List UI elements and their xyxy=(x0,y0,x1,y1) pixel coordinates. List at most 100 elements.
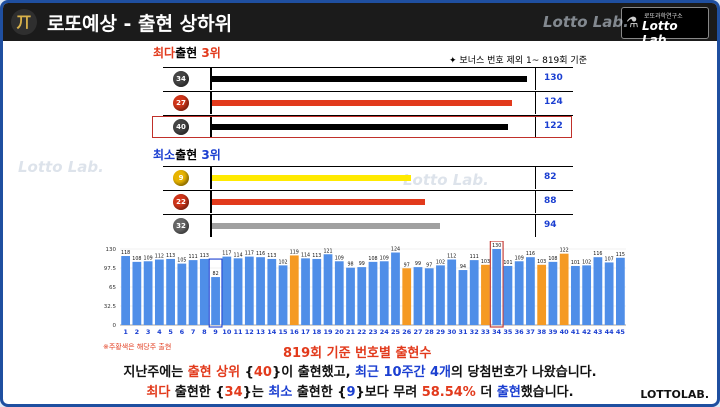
bar-19 xyxy=(323,254,333,325)
brand-subtitle: 로또과학연구소 xyxy=(644,13,683,20)
rank-row: 40 122 xyxy=(163,116,573,138)
x-tick-label: 20 xyxy=(335,328,345,336)
x-tick-label: 38 xyxy=(537,328,547,336)
x-tick-label: 1 xyxy=(123,328,128,336)
data-label: 119 xyxy=(290,249,299,255)
watermark: Lotto Lab. xyxy=(403,171,489,189)
data-label: 117 xyxy=(222,251,231,257)
x-tick-label: 29 xyxy=(436,328,446,336)
data-label: 111 xyxy=(189,254,198,260)
basis-note: ✦ 보너스 번호 제외 1~ 819회 기준 xyxy=(449,53,587,66)
x-tick-label: 41 xyxy=(571,328,581,336)
rank-bar xyxy=(212,199,426,205)
bar-7 xyxy=(188,260,198,325)
lotto-ball-icon: 27 xyxy=(173,95,189,111)
title-word-most: 최다 xyxy=(153,46,176,60)
data-label: 112 xyxy=(155,254,164,260)
x-tick-label: 18 xyxy=(312,328,322,336)
data-label: 116 xyxy=(593,251,602,257)
bar-37 xyxy=(526,257,535,325)
message-segment: }보다 무려 xyxy=(355,385,422,400)
x-tick-label: 16 xyxy=(290,328,300,336)
x-tick-label: 11 xyxy=(234,328,244,336)
x-tick-label: 12 xyxy=(245,328,254,336)
data-label: 102 xyxy=(278,259,287,265)
x-tick-label: 25 xyxy=(391,328,401,336)
data-label: 109 xyxy=(380,255,389,261)
bar-14 xyxy=(267,258,277,325)
data-label: 130 xyxy=(492,243,501,249)
page-title: 로또예상 - 출현 상하위 xyxy=(47,13,233,35)
data-label: 109 xyxy=(515,255,524,261)
bar-9 xyxy=(211,277,220,325)
x-tick-label: 45 xyxy=(616,328,626,336)
message-line-2: 최다 출현한 {34}는 최소 출현한 {9}보다 무려 58.54% 더 출현… xyxy=(3,381,717,400)
rank-bar xyxy=(212,100,513,106)
x-tick-label: 4 xyxy=(157,328,162,336)
bar-2 xyxy=(132,261,142,325)
data-label: 114 xyxy=(301,252,310,258)
bar-12 xyxy=(244,256,254,325)
bar-3 xyxy=(143,261,153,325)
data-label: 102 xyxy=(436,259,445,265)
lotto-ball-icon: 22 xyxy=(173,194,189,210)
bar-15 xyxy=(278,265,288,325)
data-label: 115 xyxy=(616,252,625,258)
message-segment: }는 xyxy=(242,385,269,400)
data-label: 103 xyxy=(537,259,546,265)
message-segment: 58.54% xyxy=(421,385,476,400)
x-tick-label: 30 xyxy=(447,328,457,336)
data-label: 122 xyxy=(560,248,569,254)
rank-axis xyxy=(210,92,212,114)
message-segment: { xyxy=(244,365,254,380)
message-segment: 출현한 { xyxy=(170,385,225,400)
bar-26 xyxy=(402,268,412,325)
bar-18 xyxy=(312,258,322,325)
data-label: 113 xyxy=(166,253,175,259)
watermark: Lotto Lab. xyxy=(543,13,629,31)
x-tick-label: 33 xyxy=(481,328,490,336)
message-segment: 더 xyxy=(475,385,497,400)
data-label: 118 xyxy=(121,250,130,256)
x-tick-label: 32 xyxy=(470,328,479,336)
message-segment: 40 xyxy=(253,365,272,380)
x-tick-label: 8 xyxy=(202,328,207,336)
message-segment: 출현 상위 xyxy=(187,365,245,380)
x-tick-label: 10 xyxy=(222,328,232,336)
rank-axis xyxy=(210,167,212,189)
chart-title: 819회 기준 번호별 출현수 xyxy=(283,346,432,361)
title-word-rank: 3위 xyxy=(201,46,221,60)
bar-29 xyxy=(436,265,445,325)
bar-11 xyxy=(233,258,243,325)
x-tick-label: 6 xyxy=(180,328,185,336)
highlight-box xyxy=(208,258,223,328)
footer-brand: LOTTOLAB. xyxy=(640,388,709,401)
bar-21 xyxy=(346,267,355,325)
bar-5 xyxy=(166,258,175,325)
lotto-ball-icon: 32 xyxy=(173,218,189,234)
rank-separator xyxy=(535,92,536,114)
brand-name: Lotto Lab. xyxy=(642,19,678,47)
x-tick-label: 2 xyxy=(135,328,140,336)
data-label: 113 xyxy=(312,253,321,259)
most-drawn-title: 최다출현 3위 xyxy=(153,44,221,61)
rank-bar xyxy=(212,223,440,229)
data-label: 114 xyxy=(233,252,242,258)
data-label: 109 xyxy=(144,255,153,261)
message-segment: 최근 10주간 4개 xyxy=(355,365,452,380)
rank-value: 82 xyxy=(544,172,557,182)
rank-separator xyxy=(535,191,536,213)
lotto-ball-icon: 9 xyxy=(173,170,189,186)
rank-row: 9 82 xyxy=(163,167,573,189)
title-word-least: 최소 xyxy=(153,148,176,162)
bar-13 xyxy=(256,257,265,325)
bar-38 xyxy=(537,264,547,325)
rank-bar xyxy=(212,76,527,82)
message-segment: 최다 xyxy=(146,385,171,400)
y-tick-label: 130 xyxy=(106,247,117,253)
x-tick-label: 5 xyxy=(168,328,173,336)
rank-axis xyxy=(210,215,212,237)
bar-17 xyxy=(301,258,310,325)
data-label: 112 xyxy=(447,254,456,260)
